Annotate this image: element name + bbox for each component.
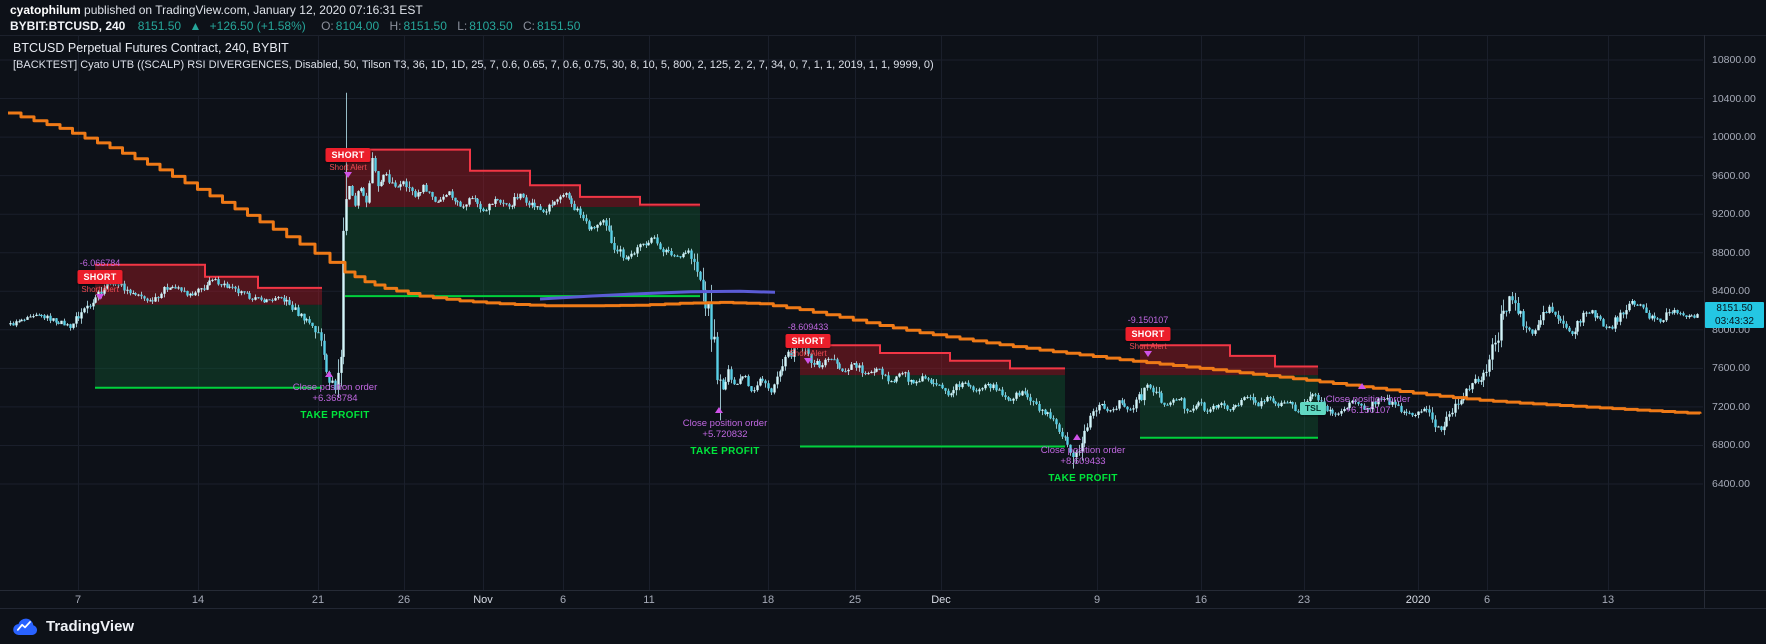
stop-loss-line — [800, 344, 1065, 370]
change-arrow-icon: ▲ — [189, 19, 202, 33]
stop-loss-line — [345, 148, 700, 206]
publish-bar: cyatophilum published on TradingView.com… — [10, 3, 423, 17]
countdown-timer: 03:43:32 — [1715, 316, 1754, 328]
t3-slow-line — [8, 111, 1702, 415]
low-value: 8103.50 — [469, 19, 513, 33]
legend-symbol-line[interactable]: BTCUSD Perpetual Futures Contract, 240, … — [13, 41, 289, 55]
open-value: 8104.00 — [335, 19, 380, 33]
publish-info: published on TradingView.com, January 12… — [80, 3, 423, 17]
low-label: L: — [457, 19, 468, 33]
footer-bar: TradingView — [0, 608, 1766, 644]
trade-zone-profit-area — [95, 304, 322, 388]
price-axis[interactable] — [1704, 35, 1766, 608]
close-value: 8151.50 — [536, 19, 581, 33]
last-price-badge-value: 8151.50 — [1716, 303, 1753, 315]
symbol-title: BYBIT:BTCUSD, 240 — [10, 19, 126, 33]
tradingview-logo-icon[interactable] — [12, 616, 38, 638]
trade-zone-stop-area — [345, 149, 700, 207]
trade-zone-profit-area — [800, 375, 1065, 447]
close-label: C: — [522, 19, 535, 33]
high-value: 8151.50 — [403, 19, 447, 33]
moving-average-lines — [8, 111, 1702, 415]
symbol-bar: BYBIT:BTCUSD, 240 8151.50 ▲ +126.50 (+1.… — [10, 19, 580, 33]
trade-zones — [95, 148, 1318, 448]
price-change: +126.50 (+1.58%) — [209, 19, 306, 33]
stop-loss-line — [95, 263, 322, 289]
trade-zone-stop-area — [1140, 345, 1318, 376]
last-price-badge: 8151.50 03:43:32 — [1705, 302, 1764, 329]
trade-zone-stop-area — [800, 345, 1065, 376]
chart-frame-top — [0, 35, 1766, 36]
chart-legend: BTCUSD Perpetual Futures Contract, 240, … — [13, 41, 934, 71]
time-axis[interactable] — [0, 590, 1766, 609]
last-price: 8151.50 — [137, 19, 182, 33]
tradingview-brand[interactable]: TradingView — [46, 618, 135, 635]
open-label: O: — [321, 19, 334, 33]
trade-zone-profit-area — [1140, 375, 1318, 438]
t3-fast-line — [539, 289, 776, 301]
author-name: cyatophilum — [10, 3, 81, 17]
high-label: H: — [389, 19, 402, 33]
legend-study-line[interactable]: [BACKTEST] Cyato UTB ((SCALP) RSI DIVERG… — [13, 59, 934, 71]
stop-loss-line — [1140, 344, 1318, 368]
trade-zone-profit-area — [345, 207, 700, 297]
